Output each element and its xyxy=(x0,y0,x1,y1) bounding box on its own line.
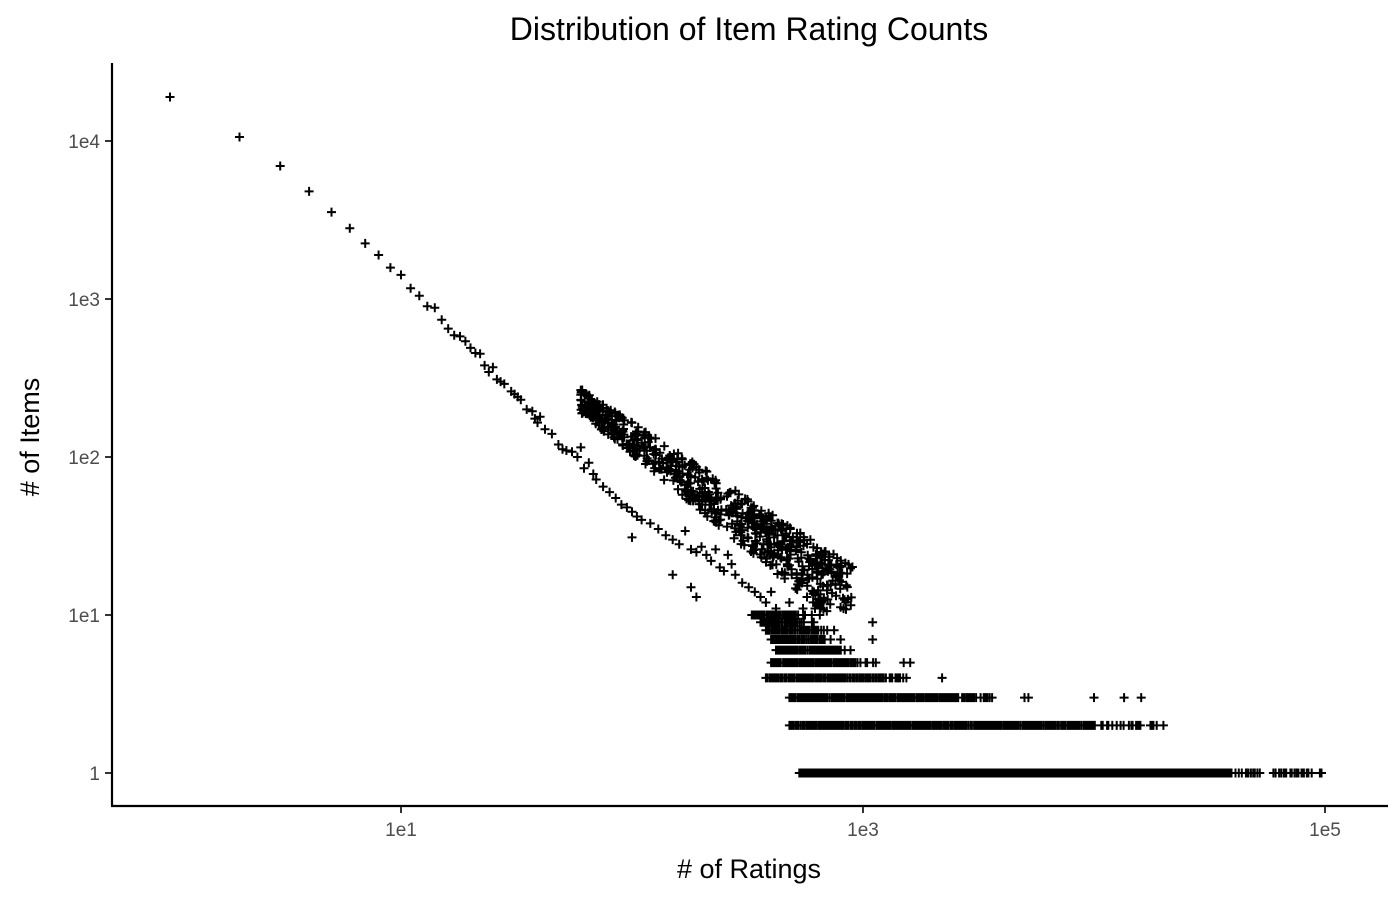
y-tick-label: 1 xyxy=(89,764,100,785)
plus-markers xyxy=(165,92,1326,778)
y-tick-label: 1e4 xyxy=(68,132,100,153)
chart-title: Distribution of Item Rating Counts xyxy=(510,11,988,47)
x-tick-label: 1e1 xyxy=(385,820,417,841)
y-tick-label: 1e3 xyxy=(68,290,100,311)
data-points xyxy=(165,92,1326,778)
x-tick-label: 1e5 xyxy=(1309,820,1341,841)
x-axis-ticks: 1e1 1e3 1e5 xyxy=(385,807,1341,841)
y-axis-ticks: 1 1e1 1e2 1e3 1e4 xyxy=(68,132,111,785)
y-axis-label: # of Items xyxy=(15,378,45,497)
y-tick-label: 1e1 xyxy=(68,606,100,627)
x-tick-label: 1e3 xyxy=(847,820,879,841)
x-axis-label: # of Ratings xyxy=(677,854,821,884)
y-tick-label: 1e2 xyxy=(68,448,100,469)
